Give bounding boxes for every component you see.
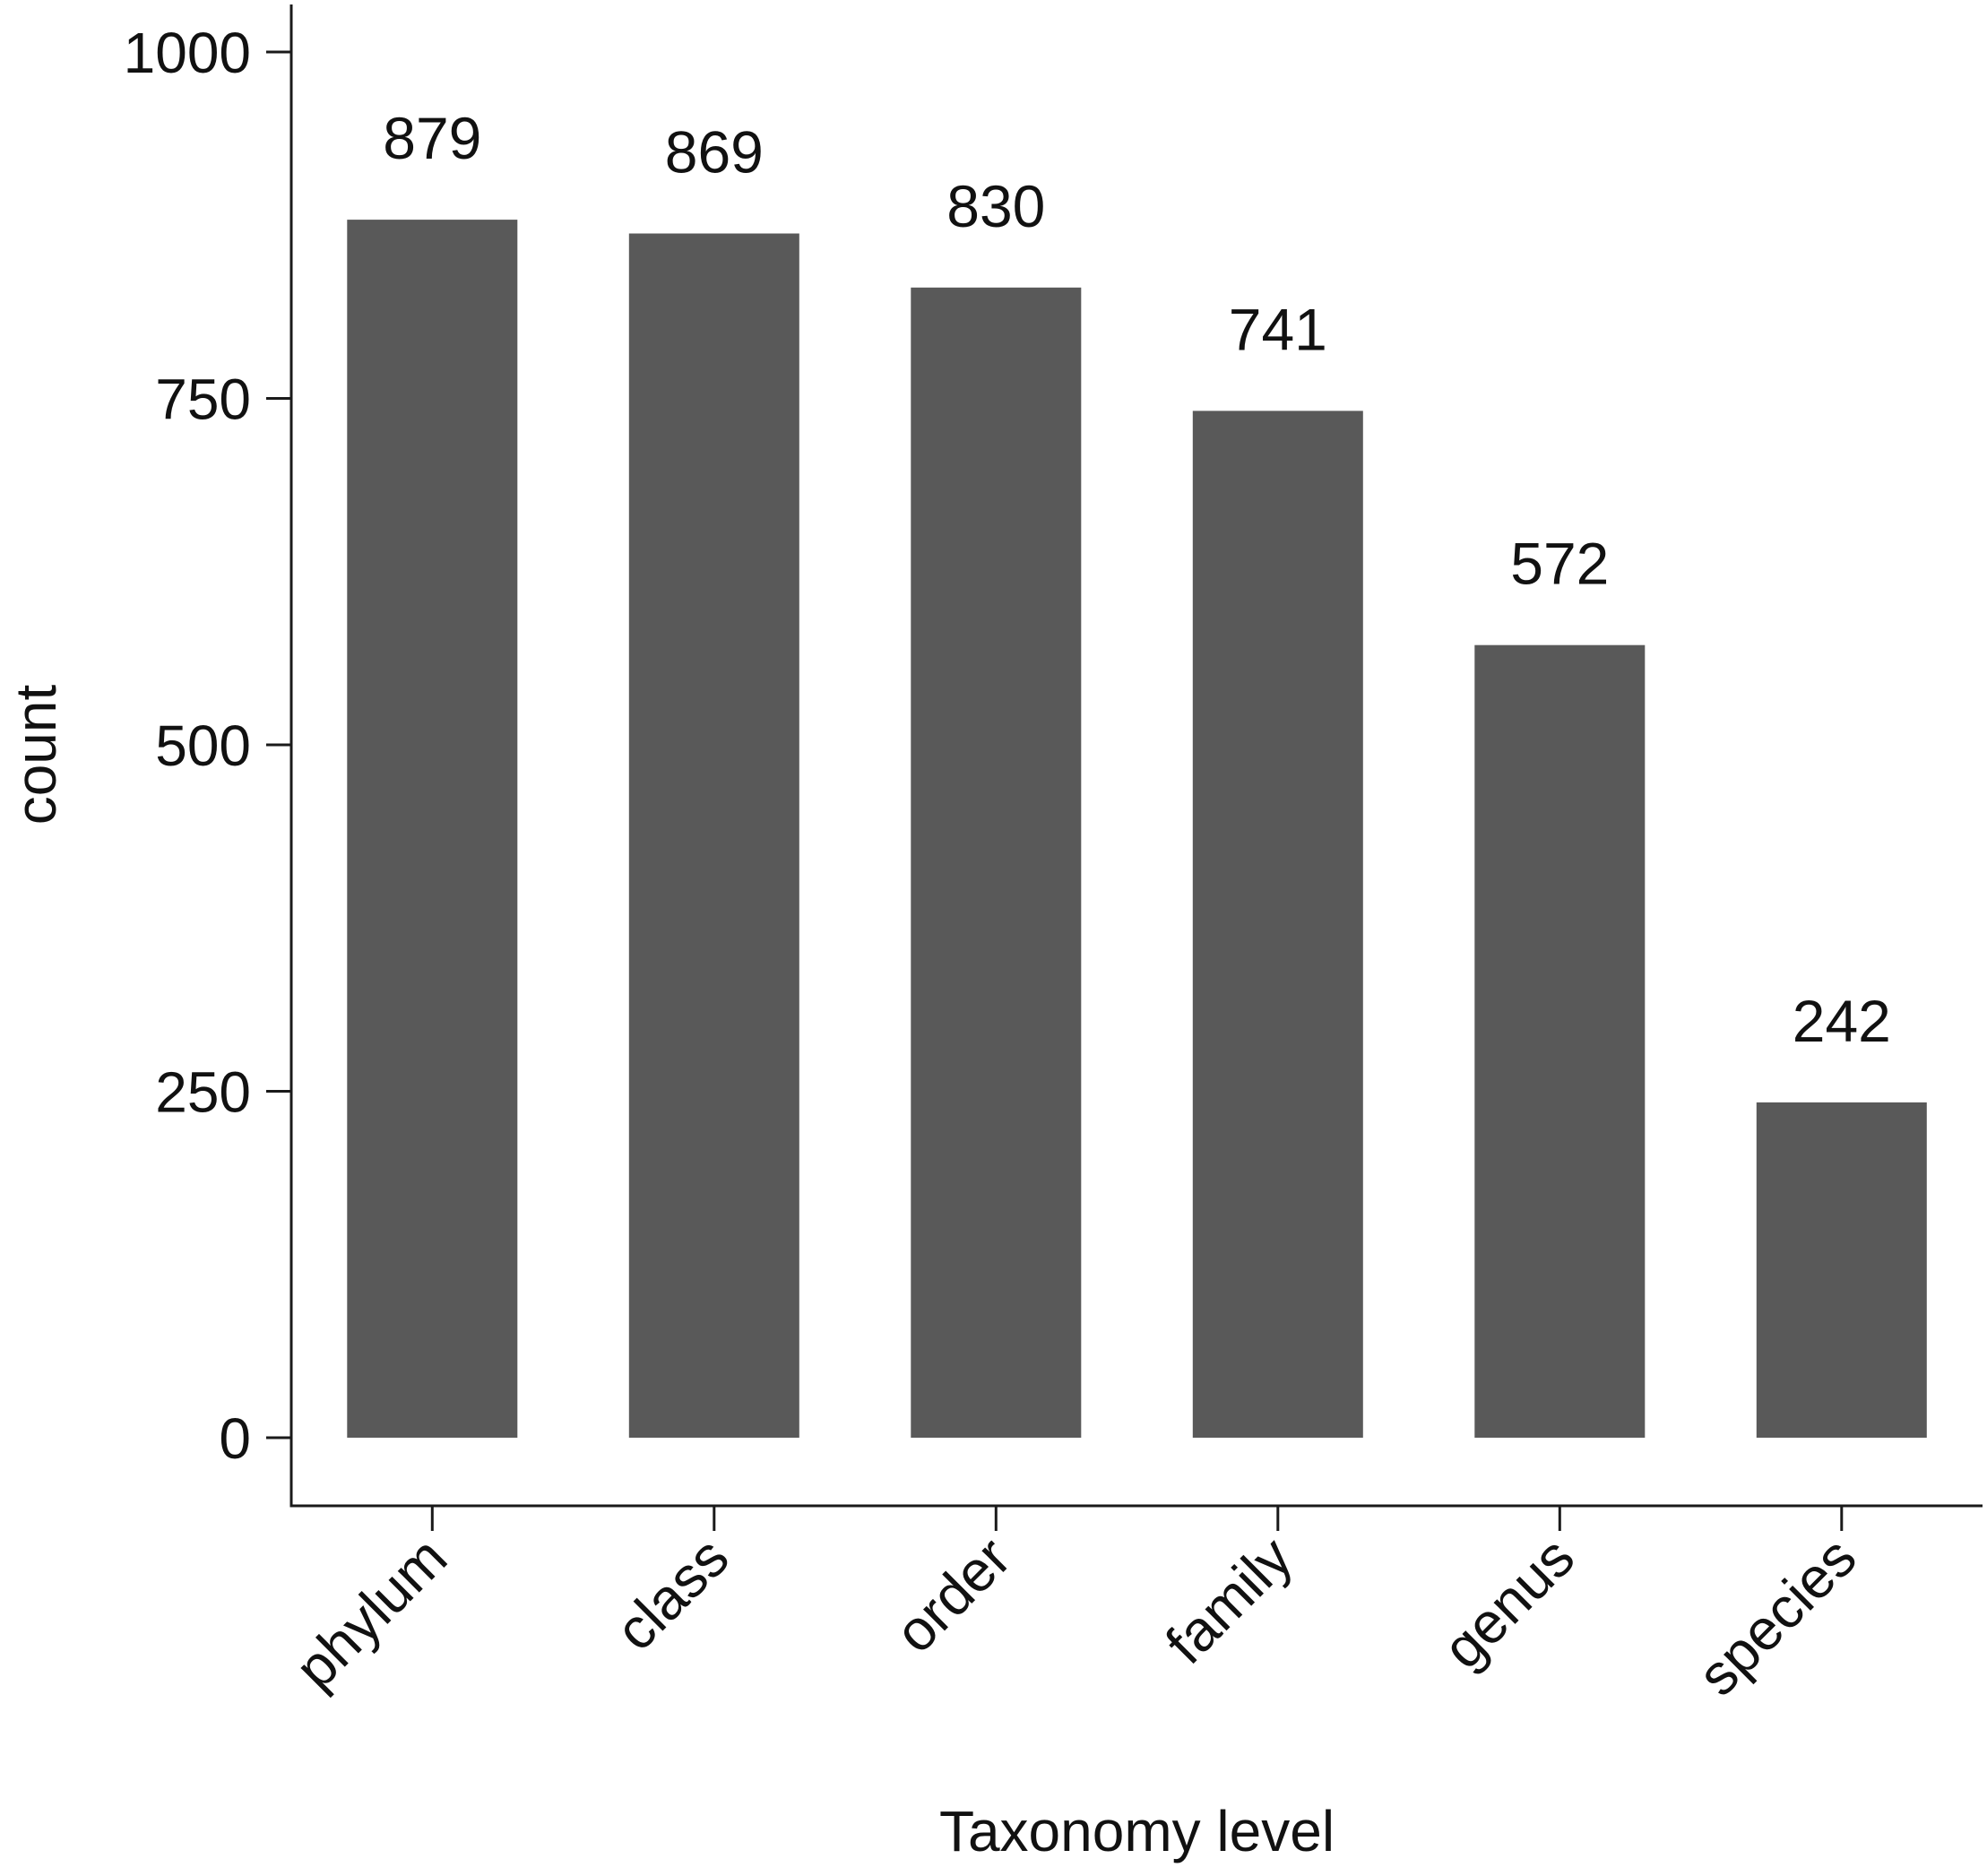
y-axis-title: count: [4, 685, 68, 826]
bar-genus: [1474, 644, 1646, 1438]
bar-species: [1756, 1102, 1927, 1438]
bar-family: [1192, 411, 1363, 1438]
bar-class: [628, 233, 799, 1438]
data-labels-layer: 879 869 830 741 572 242: [383, 105, 1891, 1054]
data-label-genus: 572: [1510, 531, 1609, 597]
data-label-order: 830: [946, 173, 1045, 239]
y-tick-label-250: 250: [155, 1060, 251, 1125]
bar-phylum: [347, 220, 518, 1439]
y-tick-label-750: 750: [155, 367, 251, 432]
x-axis-title: Taxonomy level: [939, 1799, 1335, 1863]
data-label-species: 242: [1793, 988, 1891, 1054]
data-label-family: 741: [1229, 296, 1327, 362]
y-tick-label-0: 0: [219, 1406, 251, 1471]
data-label-class: 869: [665, 119, 764, 186]
y-tick-label-500: 500: [155, 713, 251, 778]
data-label-phylum: 879: [383, 105, 481, 171]
y-tick-label-1000: 1000: [124, 21, 251, 85]
bar-order: [911, 287, 1082, 1438]
bars-layer: [347, 220, 1927, 1439]
